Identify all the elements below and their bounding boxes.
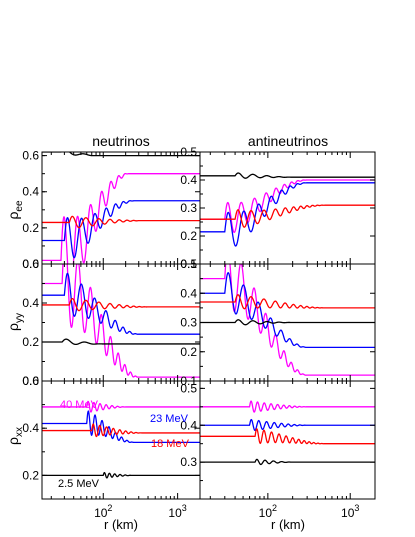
annotation-23mev: 23 MeV bbox=[150, 413, 189, 425]
series-line-40-mev bbox=[42, 400, 200, 413]
y-tick-label: 0.5 bbox=[180, 145, 197, 159]
panel-1-1: 0.0 0.2 0.4 0.6 bbox=[22, 149, 201, 271]
annotation-40mev: 40 MeV bbox=[60, 399, 99, 411]
series-line-1 bbox=[42, 172, 200, 264]
series-line-4 bbox=[200, 458, 375, 466]
series-line-2 bbox=[200, 272, 375, 349]
y-tick-label: 0.3 bbox=[180, 316, 197, 330]
y-tick-label: 0.2 bbox=[22, 335, 39, 349]
panel-2-2: 0.10.20.30.40.5 bbox=[180, 257, 376, 388]
y-tick-label: 0.0 bbox=[22, 257, 39, 271]
series-line-1 bbox=[200, 400, 375, 413]
x-tick-label: 102 bbox=[259, 503, 277, 520]
xlabel-right: r (km) bbox=[271, 517, 305, 532]
panel-1-2: 0.10.20.30.40.5 bbox=[180, 145, 376, 271]
series-line-2 bbox=[42, 200, 200, 259]
y-tick-label: 0.5 bbox=[180, 381, 197, 395]
y-tick-label: 0.4 bbox=[180, 286, 197, 300]
series-line-1 bbox=[42, 264, 200, 378]
ylabel-symbol: ρ bbox=[5, 437, 21, 445]
y-tick-label: 0.6 bbox=[22, 149, 39, 163]
x-tick-label: 102 bbox=[94, 503, 112, 520]
y-tick-label: 0.6 bbox=[22, 374, 39, 388]
x-tick-label: 103 bbox=[341, 503, 359, 520]
col-title-neutrinos: neutrinos bbox=[92, 133, 150, 149]
series-line-2 bbox=[200, 182, 375, 247]
ylabel-subscript: xx bbox=[14, 427, 25, 437]
ylabel-row-3: ρxx bbox=[5, 427, 25, 445]
annotation-18mev: 18 MeV bbox=[151, 438, 190, 450]
xlabel-left: r (km) bbox=[104, 517, 138, 532]
y-tick-label: 0.4 bbox=[180, 418, 197, 432]
series-line-4 bbox=[200, 172, 375, 179]
y-tick-label: 0.5 bbox=[180, 257, 197, 271]
ylabel-subscript: ee bbox=[14, 200, 25, 212]
ylabel-symbol: ρ bbox=[5, 323, 21, 331]
ylabel-row-2: ρyy bbox=[5, 313, 25, 331]
y-tick-label: 0.4 bbox=[22, 421, 39, 435]
axes-frame bbox=[41, 151, 201, 265]
series-line-3 bbox=[200, 428, 375, 445]
ylabel-subscript: yy bbox=[14, 313, 25, 323]
ylabel-symbol: ρ bbox=[5, 212, 21, 220]
y-tick-label: 0.3 bbox=[180, 201, 197, 215]
axes-frame bbox=[199, 380, 376, 500]
series-line-23-mev bbox=[42, 410, 200, 444]
x-tick-label: 103 bbox=[168, 503, 186, 520]
y-tick-label: 0.3 bbox=[180, 455, 197, 469]
series-line-3 bbox=[42, 215, 200, 229]
col-title-antineutrinos: antineutrinos bbox=[248, 133, 328, 149]
y-tick-label: 0.2 bbox=[22, 468, 39, 482]
svg-text:ρxx: ρxx bbox=[5, 427, 25, 445]
y-tick-label: 0.2 bbox=[180, 345, 197, 359]
series-line-4 bbox=[42, 152, 200, 157]
y-tick-label: 0.4 bbox=[22, 185, 39, 199]
series-line-3 bbox=[200, 204, 375, 228]
series-line-2 bbox=[200, 418, 375, 432]
y-tick-label: 0.2 bbox=[22, 221, 39, 235]
y-tick-label: 0.2 bbox=[180, 229, 197, 243]
panel-3-2: 0.3 0.4 0.5 102 103 bbox=[180, 380, 376, 520]
y-tick-label: 0.4 bbox=[180, 173, 197, 187]
ylabel-row-1: ρee bbox=[5, 200, 25, 220]
svg-text:ρyy: ρyy bbox=[5, 313, 25, 331]
series-line-1 bbox=[200, 179, 375, 234]
y-tick-label: 0.6 bbox=[22, 257, 39, 271]
series-line-1 bbox=[200, 264, 375, 376]
series-line-4 bbox=[42, 338, 200, 346]
series-line-2.5-mev bbox=[42, 471, 200, 479]
annotation-2p5mev: 2.5 MeV bbox=[58, 478, 100, 490]
panels-group: 0.00.20.40.60.10.20.30.40.50.00.20.40.60… bbox=[22, 145, 376, 520]
series-line-2 bbox=[42, 272, 200, 335]
series-line-4 bbox=[200, 319, 375, 326]
series-line-3 bbox=[42, 297, 200, 312]
y-tick-label: 0.4 bbox=[22, 296, 39, 310]
series-line-3 bbox=[200, 294, 375, 310]
y-tick-label: 0.0 bbox=[22, 374, 39, 388]
svg-text:ρee: ρee bbox=[5, 200, 25, 220]
series-line-18-mev bbox=[42, 423, 200, 438]
